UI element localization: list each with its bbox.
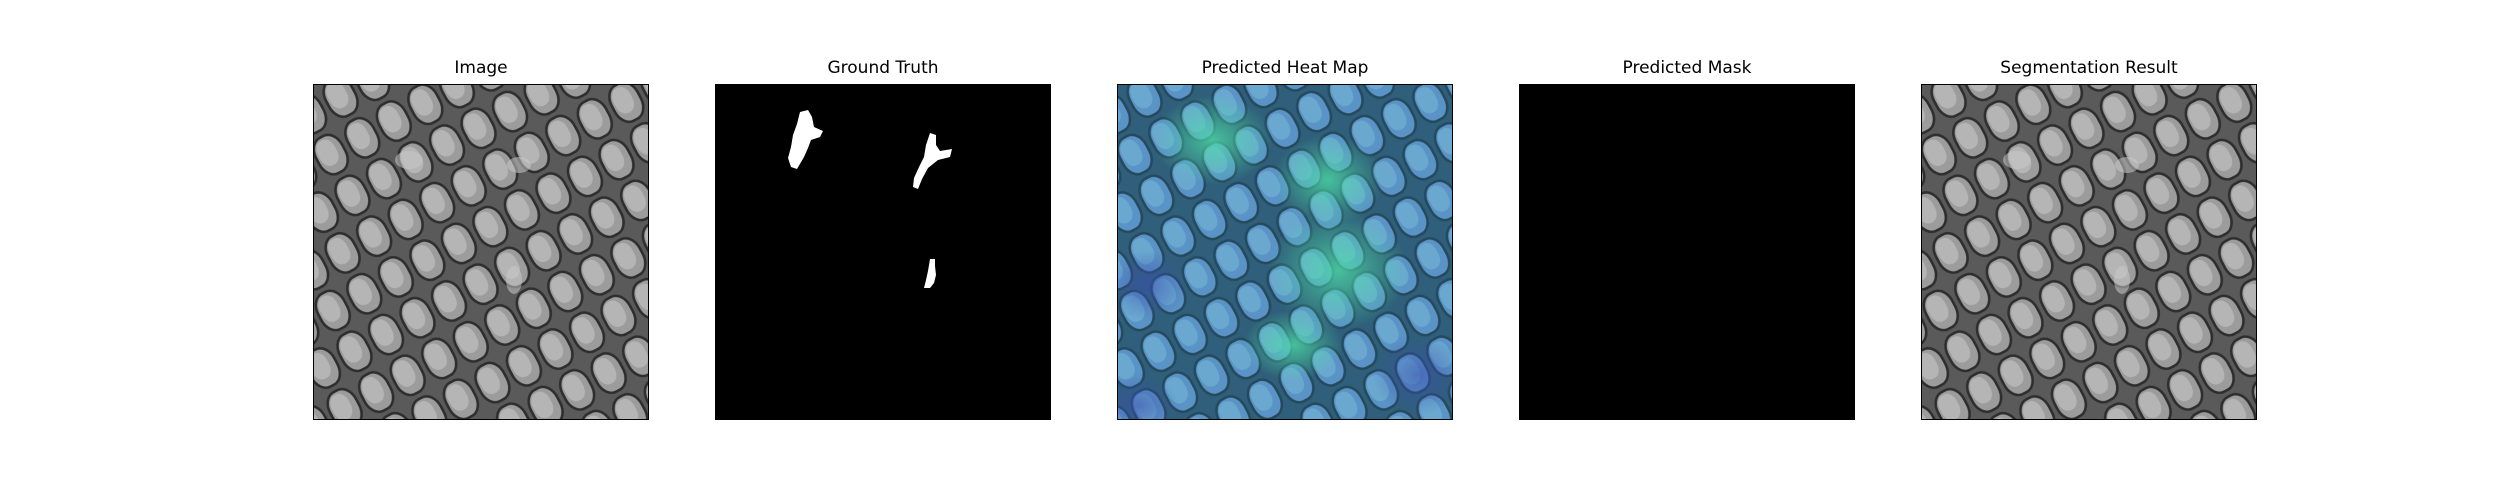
segmentation-result-image (1921, 84, 2257, 420)
panel-title-segmentation-result: Segmentation Result (2000, 58, 2178, 78)
heat-map-image (1117, 84, 1453, 420)
defect-marks (395, 151, 531, 294)
ground-truth-mask (715, 84, 1051, 420)
gt-blob-1 (788, 110, 823, 169)
panel-title-ground-truth: Ground Truth (827, 58, 939, 78)
panel-title-heat-map: Predicted Heat Map (1201, 58, 1369, 78)
panel-title-predicted-mask: Predicted Mask (1622, 58, 1752, 78)
gt-blob-2 (913, 133, 952, 189)
input-image (313, 84, 649, 420)
panel-title-image: Image (454, 58, 508, 78)
gt-blob-3 (924, 259, 936, 288)
predicted-mask-image (1519, 84, 1855, 420)
